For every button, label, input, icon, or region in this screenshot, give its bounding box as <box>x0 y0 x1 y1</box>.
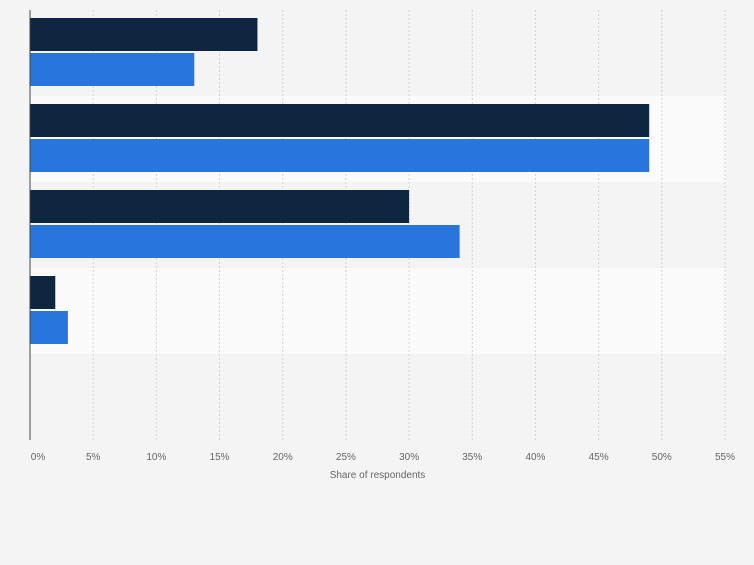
x-tick-label: 30% <box>399 452 419 463</box>
x-tick-label: 10% <box>146 452 166 463</box>
category-band <box>30 268 726 354</box>
x-tick-label: 40% <box>525 452 545 463</box>
bars <box>30 18 650 344</box>
bar <box>30 53 195 86</box>
bar <box>30 18 258 51</box>
x-axis-title: Share of respondents <box>330 470 426 481</box>
x-tick-label: 55% <box>715 452 735 463</box>
x-tick-label: 45% <box>589 452 609 463</box>
x-tick-label: 0% <box>31 452 46 463</box>
bar <box>30 225 460 258</box>
x-tick-labels: 0% 5% 10% 15% 20% 25% 30% 35% 40% 45% 50% 55% <box>31 452 735 463</box>
x-tick-label: 20% <box>273 452 293 463</box>
bar <box>30 276 56 309</box>
x-tick-label: 25% <box>336 452 356 463</box>
category-band <box>30 354 726 440</box>
x-tick-label: 35% <box>462 452 482 463</box>
bar <box>30 190 410 223</box>
x-tick-label: 50% <box>652 452 672 463</box>
bar <box>30 104 650 137</box>
bar <box>30 311 68 344</box>
x-tick-label: 5% <box>86 452 101 463</box>
bar <box>30 139 650 172</box>
x-tick-label: 15% <box>210 452 230 463</box>
